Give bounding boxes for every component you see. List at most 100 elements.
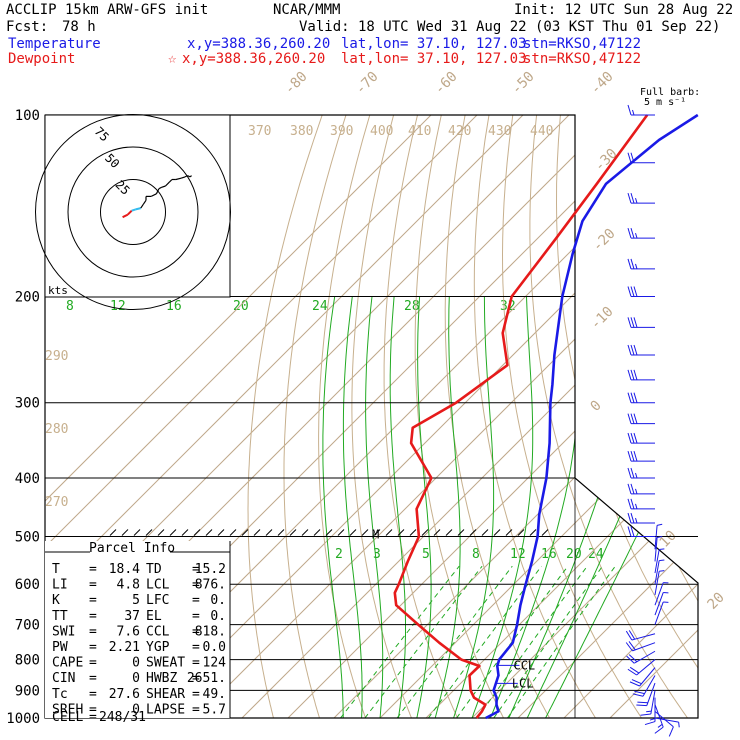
barb-flag	[634, 690, 645, 695]
hatch-mark	[181, 529, 189, 536]
pressure-tick-label: 1000	[6, 711, 40, 727]
moist-adiabat-line	[453, 296, 495, 718]
pressure-tick-label: 900	[15, 683, 40, 699]
theta-label: 380	[290, 124, 313, 139]
hatch-mark	[301, 529, 309, 536]
barb-legend-title: Full barb:	[640, 87, 700, 98]
dewpoint-latlon: lat,lon= 37.10, 127.03	[341, 51, 527, 67]
barb-flag	[633, 392, 638, 403]
barb-flag	[626, 655, 635, 664]
dry-adiabat-line	[703, 115, 740, 718]
dry-adiabat-line	[351, 115, 412, 718]
hatch-mark	[169, 529, 177, 536]
pressure-tick-label: 600	[15, 577, 40, 593]
barb-staff	[642, 675, 656, 697]
wind-barb	[627, 369, 655, 381]
barb-staff	[654, 717, 679, 723]
barb-half-flag	[649, 718, 656, 721]
mixing-ratio-line	[364, 565, 483, 718]
dewpoint-star-icon: ☆	[168, 51, 177, 67]
parcel-equals: =	[89, 640, 97, 655]
isotherm-line	[241, 115, 698, 718]
barb-half-flag	[635, 503, 638, 510]
mixing-ratio-line	[340, 565, 460, 718]
theta-label: 370	[248, 124, 271, 139]
barb-legend-units: 5 m s⁻¹	[644, 97, 686, 108]
barb-staff	[633, 650, 656, 664]
hodograph-segment	[180, 176, 186, 179]
barb-flag	[630, 413, 635, 424]
temperature-profile-line	[485, 113, 699, 720]
barb-half-flag	[656, 523, 663, 526]
dry-adiabat-line	[607, 115, 698, 718]
barb-flag	[630, 483, 635, 495]
parcel-title: Parcel Info	[89, 541, 175, 556]
barb-half-flag	[646, 710, 652, 713]
parcel-label: TD	[146, 562, 162, 577]
hatch-mark	[529, 529, 537, 536]
mixing-ratio-label: 16	[541, 547, 557, 562]
barb-flag	[633, 344, 638, 356]
hatch-mark	[133, 529, 141, 536]
hatch-mark	[361, 529, 369, 536]
hatch-mark	[145, 529, 153, 536]
barb-staff	[646, 682, 656, 706]
pressure-tick-label: 500	[15, 529, 40, 545]
wind-barb	[627, 104, 655, 116]
barb-flag	[633, 286, 638, 297]
hodograph-segment	[155, 188, 160, 195]
dry-adiabat-line	[555, 115, 698, 718]
dry-adiabat-line	[501, 115, 642, 718]
wind-barb	[654, 559, 665, 585]
parcel-label: LFC	[146, 593, 169, 608]
hodograph-segment	[165, 181, 170, 187]
parcel-label: Tc	[52, 687, 68, 702]
wind-barb	[654, 523, 663, 550]
barb-half-flag	[635, 517, 638, 524]
pressure-tick-label: 400	[15, 471, 40, 487]
isotherm-label: 20	[705, 590, 728, 613]
wind-barb	[627, 450, 655, 462]
hatch-mark	[469, 529, 477, 536]
dry-adiabat-line	[581, 115, 698, 718]
moist-adiabat-line	[322, 296, 344, 718]
barb-flag	[630, 192, 635, 204]
parcel-label: PW	[52, 640, 68, 655]
parcel-value: 876.	[195, 578, 226, 593]
barb-flag	[630, 512, 635, 524]
hodograph-segment	[158, 186, 162, 190]
theta-label: 410	[408, 124, 431, 139]
barb-flag	[630, 432, 635, 444]
hatch-mark	[205, 529, 213, 536]
hatch-mark	[505, 529, 513, 536]
barb-flag	[627, 317, 632, 328]
barb-flag	[627, 369, 632, 381]
wind-barb	[627, 413, 655, 425]
wind-barb	[627, 258, 655, 270]
barb-flag	[630, 286, 635, 297]
isotherm-line	[333, 115, 698, 718]
org-label: NCAR/MMM	[273, 2, 341, 18]
barb-staff	[654, 525, 658, 550]
wind-barb	[654, 535, 663, 562]
isotherm-label: 0	[588, 398, 605, 415]
moist-adiabat-line	[508, 296, 635, 718]
barb-flag	[633, 369, 638, 381]
isotherm-line	[425, 115, 698, 718]
pressure-tick-label: 700	[15, 618, 40, 634]
wind-barb	[654, 582, 669, 606]
wind-barb	[626, 650, 656, 664]
parcel-equals: =	[89, 656, 97, 671]
barb-staff	[654, 549, 660, 574]
barb-half-flag	[635, 263, 638, 270]
barb-staff	[631, 633, 656, 641]
parcel-equals: =	[192, 593, 200, 608]
parcel-cell-label: CELL	[52, 710, 83, 725]
parcel-equals: =	[89, 624, 97, 639]
hatch-mark	[349, 529, 357, 536]
barb-flag	[629, 681, 640, 687]
isotherm-line	[195, 115, 698, 718]
